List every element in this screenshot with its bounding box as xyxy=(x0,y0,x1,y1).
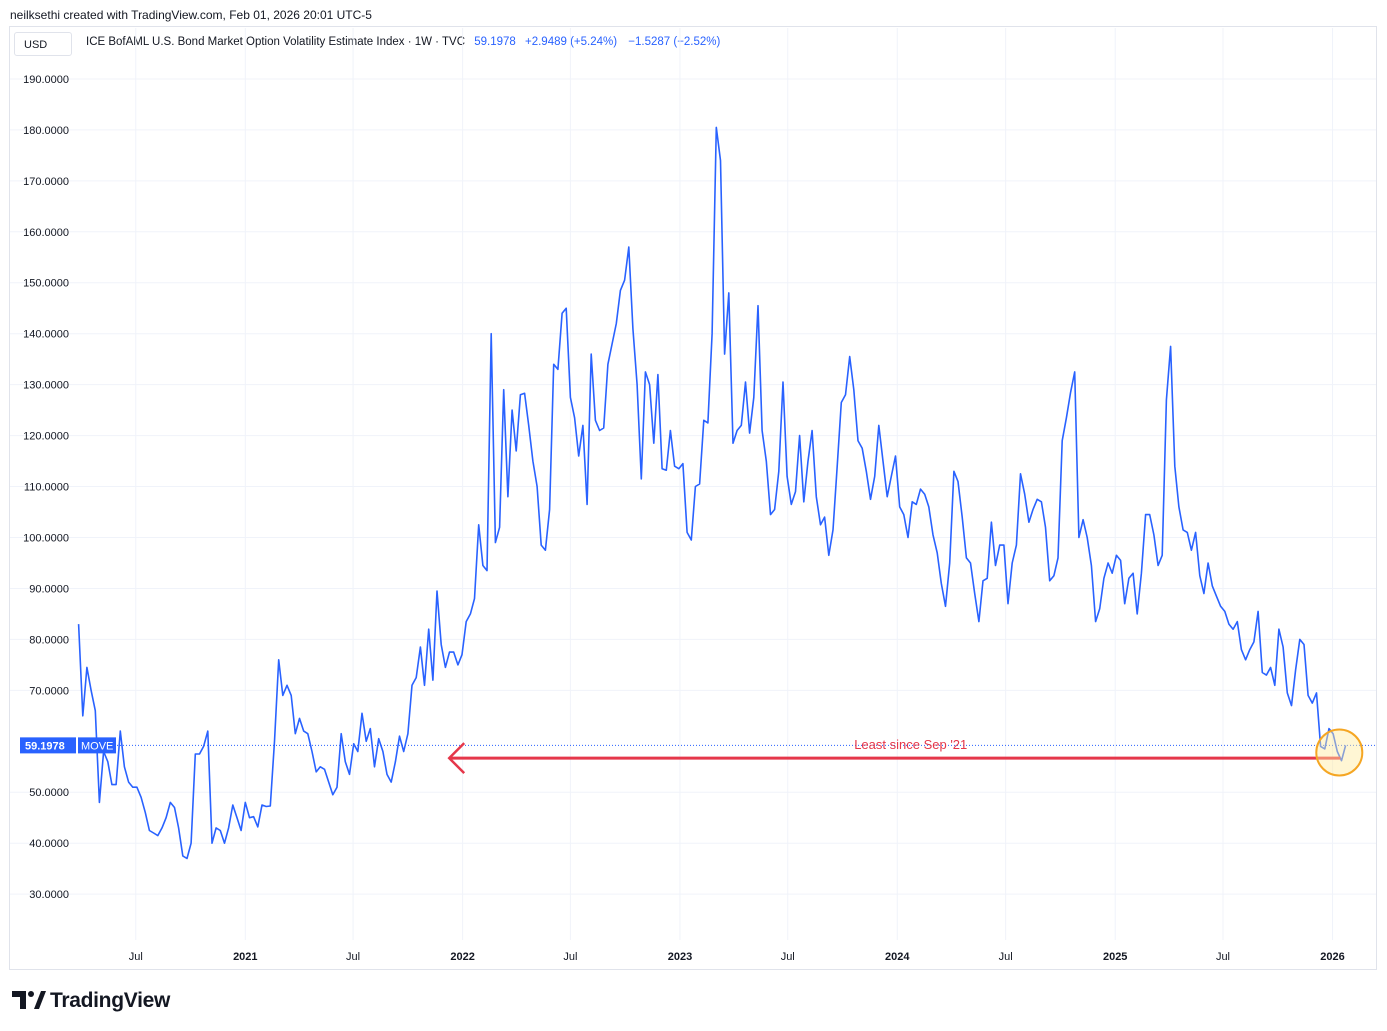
change-absolute: +2.9489 (+5.24%) xyxy=(525,36,618,48)
x-tick-label-3: 2022 xyxy=(450,951,474,963)
currency-button[interactable]: USD xyxy=(14,32,72,56)
y-tick-label-10: 90.0000 xyxy=(29,583,69,595)
y-tick-label-8: 110.0000 xyxy=(24,482,69,494)
tradingview-logo-text: TradingView xyxy=(50,989,171,1012)
y-tick-label-6: 130.0000 xyxy=(23,380,69,392)
x-tick-label-7: 2024 xyxy=(885,951,910,963)
x-tick-label-4: Jul xyxy=(563,951,577,963)
price-label: 59.1978 MOVE xyxy=(20,737,116,754)
annotation-arrow xyxy=(447,742,1341,774)
y-axis: 190.0000 180.0000 170.0000 160.0000 150.0000… xyxy=(23,74,69,901)
price-label-symbol: MOVE xyxy=(81,740,113,752)
x-tick-label-2: Jul xyxy=(346,951,360,963)
y-tick-label-9: 100.0000 xyxy=(23,532,69,544)
x-tick-label-9: 2025 xyxy=(1103,951,1127,963)
y-tick-label-1: 180.0000 xyxy=(23,125,69,137)
x-axis: Jul 2021 Jul 2022 Jul 2023 Jul 2024 Jul 2025 Jul 20… xyxy=(129,951,1345,963)
x-tick-label-1: 2021 xyxy=(233,951,257,963)
grid-lines xyxy=(10,28,1376,940)
change-secondary: −1.5287 (−2.52%) xyxy=(628,36,721,48)
tradingview-logo-icon xyxy=(12,990,46,1013)
y-tick-label-13: 50.0000 xyxy=(29,787,69,799)
chart-frame xyxy=(9,26,1377,970)
price-label-value: 59.1978 xyxy=(25,740,65,752)
y-tick-label-5: 140.0000 xyxy=(23,329,69,341)
y-tick-label-12: 70.0000 xyxy=(29,685,69,697)
chart-credit: neilksethi created with TradingView.com,… xyxy=(10,8,372,22)
series-title: ICE BofAML U.S. Bond Market Option Volat… xyxy=(86,36,466,48)
x-tick-label-8: Jul xyxy=(999,951,1013,963)
x-tick-label-6: Jul xyxy=(781,951,795,963)
last-value: 59.1978 xyxy=(474,36,516,48)
price-label-value-box xyxy=(20,737,76,754)
y-tick-label-4: 150.0000 xyxy=(23,278,69,290)
arrow-head xyxy=(447,742,466,774)
y-tick-label-7: 120.0000 xyxy=(23,431,69,443)
x-tick-label-5: 2023 xyxy=(668,951,692,963)
price-label-symbol-box xyxy=(78,737,116,754)
x-tick-label-0: Jul xyxy=(129,951,143,963)
series-line-move xyxy=(77,126,1347,860)
y-tick-label-0: 190.0000 xyxy=(23,74,69,86)
y-tick-label-3: 160.0000 xyxy=(23,227,69,239)
x-tick-label-11: 2026 xyxy=(1320,951,1344,963)
tradingview-logo[interactable]: TradingView xyxy=(12,989,170,1013)
y-tick-label-15: 30.0000 xyxy=(29,889,69,901)
series-legend: ICE BofAML U.S. Bond Market Option Volat… xyxy=(86,36,720,48)
y-tick-label-11: 80.0000 xyxy=(29,634,69,646)
y-tick-label-14: 40.0000 xyxy=(29,838,69,850)
x-tick-label-10: Jul xyxy=(1216,951,1230,963)
y-tick-label-2: 170.0000 xyxy=(23,176,69,188)
annotation-text: Least since Sep '21 xyxy=(854,737,967,752)
highlight-circle xyxy=(1315,728,1364,777)
